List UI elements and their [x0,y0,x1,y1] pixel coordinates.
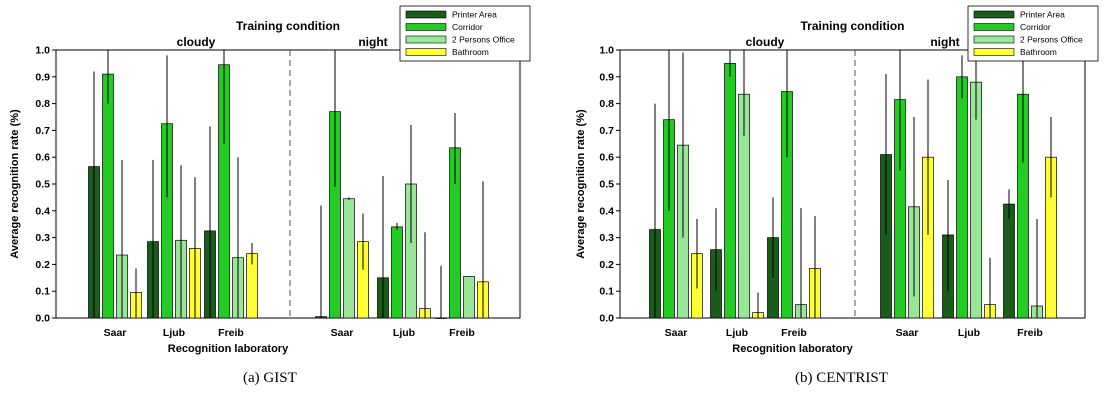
y-tick-label: 0.4 [35,205,50,217]
legend-swatch [973,23,1015,31]
bar [463,276,475,319]
chart-title: Training condition [236,19,340,33]
legend-swatch [405,10,447,19]
legend-swatch [973,35,1015,44]
y-tick-label: 0.6 [599,152,614,164]
bar [343,198,355,319]
x-axis-label: Recognition laboratory [732,343,853,355]
bar [435,317,447,319]
y-tick-label: 0.5 [35,179,50,191]
x-tick-label: Saar [896,327,919,339]
legend-swatch [973,10,1015,19]
caption-centrist: (b) CENTRIST [795,370,888,386]
y-tick-label: 0.5 [599,179,614,191]
x-tick-label: Ljub [726,327,748,339]
y-tick-label: 0.7 [599,125,614,137]
x-tick-label: Freib [218,327,244,339]
bar [724,63,736,319]
legend-swatch [405,23,447,31]
legend-entry: Printer Area [1020,10,1065,20]
legend-swatch [405,48,447,56]
legend-entry: Printer Area [452,10,497,20]
x-tick-label: Freib [449,327,475,339]
bar [391,226,403,319]
legend-entry: 2 Persons Office [452,35,515,45]
y-tick-label: 1.0 [35,45,50,57]
y-tick-label: 0.8 [35,98,50,110]
x-tick-label: Saar [331,327,354,339]
chart-panel-centrist: 0.0 0.1 0.2 0.3 0.4 0.5 0.6 0.7 0.8 0.9 1.0 Trainin… [575,5,1099,355]
y-tick-label: 0.8 [599,98,614,110]
legend-swatch [405,35,447,44]
legend-entry: Corridor [1020,22,1051,32]
y-tick-label: 0.1 [599,286,614,298]
y-tick-label: 0.9 [35,71,50,83]
y-axis-label: Average recognition rate (%) [9,109,21,259]
bar [956,76,968,319]
y-tick-label: 0.0 [35,313,50,325]
plot-frame [619,49,1086,319]
y-tick-label: 0.0 [599,313,614,325]
x-tick-label: Ljub [163,327,185,339]
y-tick-label: 0.4 [599,205,614,217]
y-tick-label: 0.3 [35,232,50,244]
legend-entry: Bathroom [452,47,489,57]
legend-entry: 2 Persons Office [1020,35,1083,45]
x-tick-label: Freib [1017,327,1043,339]
chart-panel-gist: 0.0 0.1 0.2 0.3 0.4 0.5 0.6 0.7 0.8 0.9 1.0 Trainin… [9,5,531,355]
y-tick-label: 0.6 [35,152,50,164]
x-tick-label: Ljub [393,327,415,339]
y-tick-label: 0.7 [35,125,50,137]
x-tick-label: Saar [665,327,688,339]
y-tick-label: 0.1 [35,286,50,298]
legend-swatch [973,48,1015,56]
group-label-cloudy: cloudy [746,35,785,49]
group-label-night: night [358,35,387,49]
x-tick-label: Freib [781,327,807,339]
y-tick-label: 0.2 [599,259,614,271]
bar [1003,203,1015,319]
chart-title: Training condition [801,19,905,33]
group-label-cloudy: cloudy [177,35,216,49]
x-axis-label: Recognition laboratory [168,343,289,355]
y-axis-label: Average recognition rate (%) [575,109,587,259]
caption-gist: (a) GIST [243,370,297,386]
x-tick-label: Ljub [958,327,980,339]
y-tick-label: 0.3 [599,232,614,244]
legend-entry: Corridor [452,22,483,32]
bar [102,73,114,319]
legend-entry: Bathroom [1020,47,1057,57]
group-label-night: night [930,35,959,49]
y-tick-label: 1.0 [599,45,614,57]
y-tick-label: 0.2 [35,259,50,271]
y-tick-label: 0.9 [599,71,614,83]
x-tick-label: Saar [104,327,127,339]
